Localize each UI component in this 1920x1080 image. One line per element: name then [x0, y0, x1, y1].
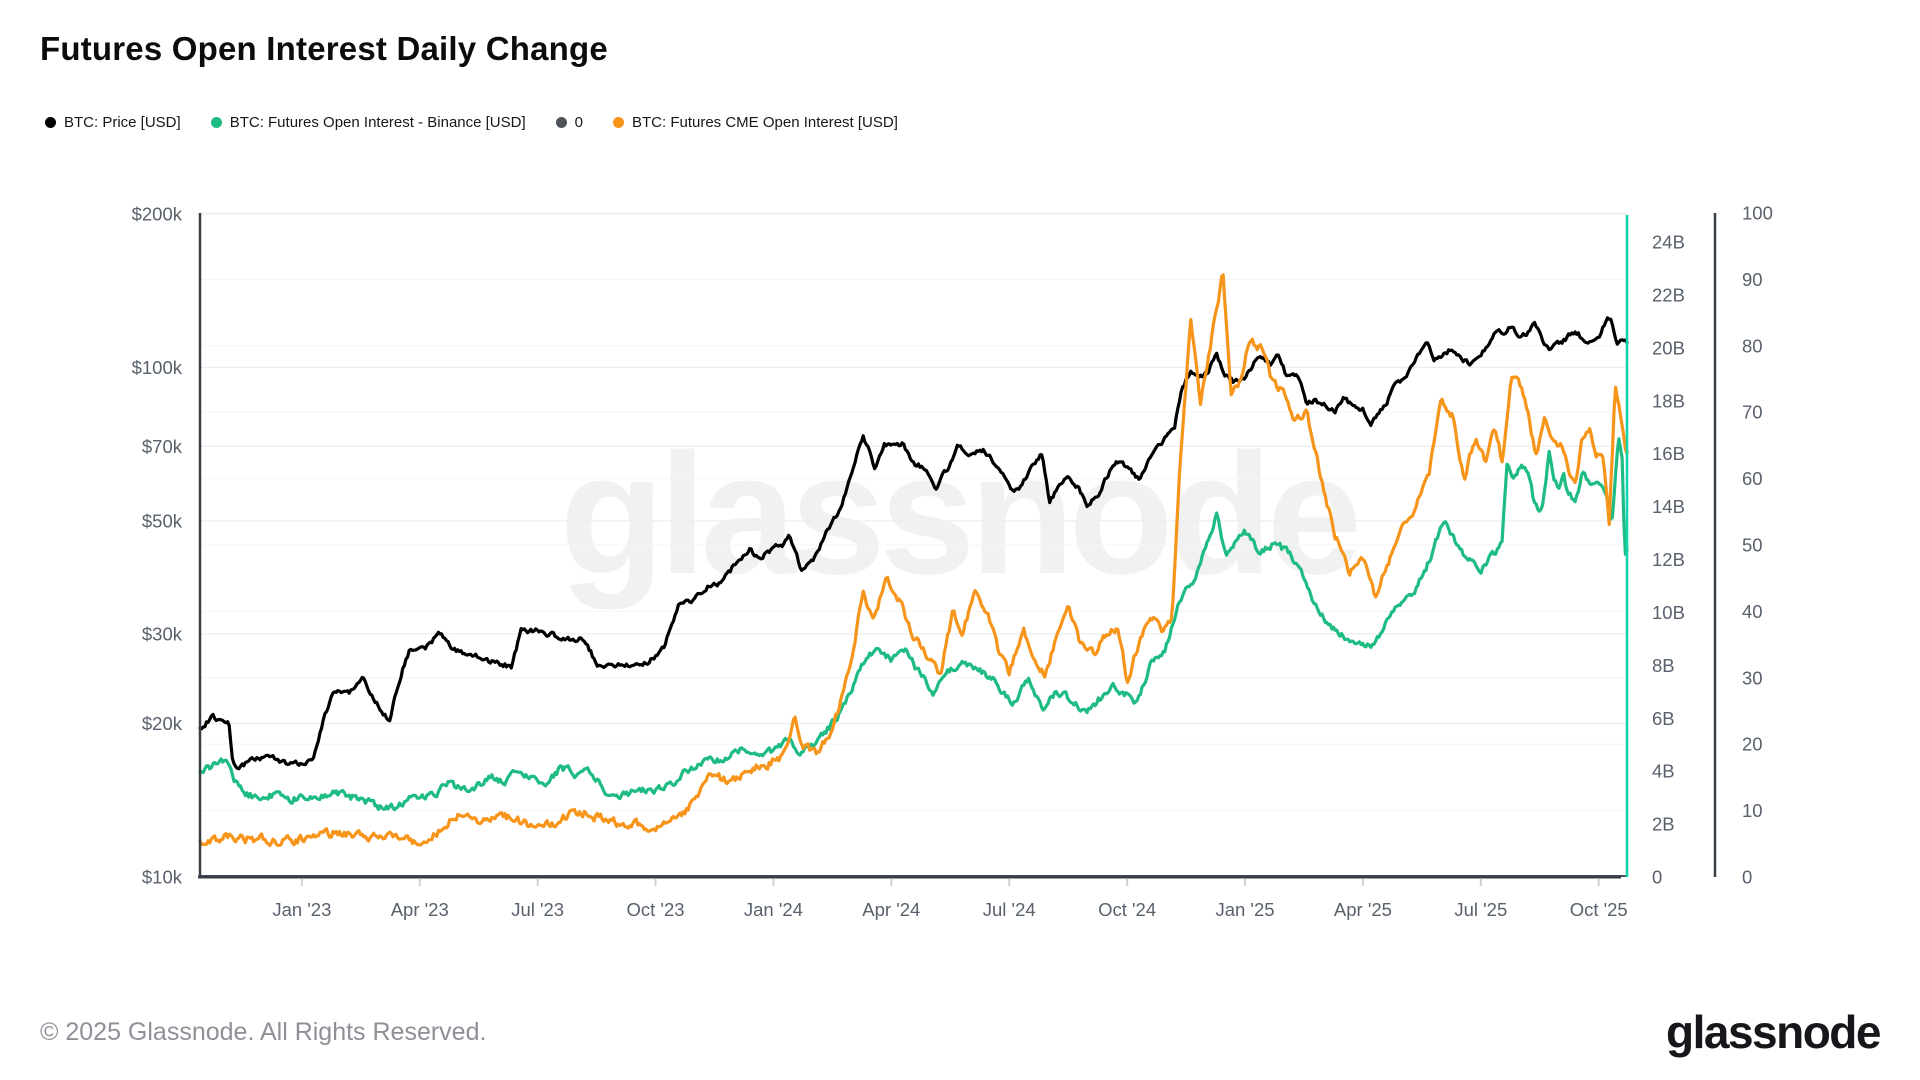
legend-dot-icon — [45, 117, 56, 128]
legend-item-label: BTC: Futures Open Interest - Binance [US… — [229, 114, 526, 131]
legend-dot-icon — [555, 117, 567, 128]
secondary-axis-tick-label: 10 — [1742, 800, 1763, 821]
oi-axis-tick-label: 18B — [1652, 390, 1685, 411]
oi-axis-tick-label: 6B — [1652, 708, 1675, 729]
x-axis-tick-label: Apr '23 — [391, 899, 449, 920]
series-line-1 — [198, 437, 1629, 812]
legend-item-1[interactable]: BTC: Futures Open Interest - Binance [US… — [210, 114, 526, 131]
secondary-axis-tick-label: 70 — [1742, 402, 1763, 423]
copyright-text: © 2025 Glassnode. All Rights Reserved. — [40, 1018, 487, 1046]
secondary-axis-tick-label: 40 — [1742, 601, 1763, 622]
oi-axis-tick-label: 2B — [1652, 814, 1675, 835]
glassnode-logo: glassnode — [1665, 1006, 1882, 1058]
secondary-axis-tick-label: 60 — [1742, 468, 1763, 489]
secondary-axis-tick-label: 0 — [1742, 867, 1752, 888]
chart-legend: BTC: Price [USD] BTC: Futures Open Intere… — [45, 114, 898, 131]
price-axis-tick-label: $10k — [142, 867, 183, 888]
series-line-0 — [198, 316, 1629, 771]
oi-axis-tick-label: 12B — [1652, 549, 1685, 570]
price-axis-tick-label: $200k — [132, 203, 183, 224]
legend-dot-icon — [612, 117, 624, 128]
x-axis-tick-label: Oct '25 — [1570, 899, 1628, 920]
x-axis-tick-label: Jan '24 — [744, 899, 803, 920]
legend-dot-icon — [210, 117, 222, 128]
x-axis-tick-label: Apr '25 — [1334, 899, 1392, 920]
oi-axis-tick-label: 22B — [1652, 284, 1685, 305]
secondary-axis-tick-label: 50 — [1742, 535, 1763, 556]
x-axis-tick-label: Jan '23 — [272, 899, 331, 920]
legend-item-2[interactable]: 0 — [555, 114, 583, 131]
x-axis-tick-label: Jul '23 — [511, 899, 564, 920]
oi-axis-tick-label: 14B — [1652, 496, 1685, 517]
x-axis-tick-label: Jan '25 — [1215, 899, 1274, 920]
x-axis-tick-label: Jul '24 — [983, 899, 1036, 920]
price-axis-tick-label: $20k — [142, 713, 183, 734]
oi-axis-tick-label: 24B — [1652, 232, 1685, 253]
page-title: Futures Open Interest Daily Change — [40, 30, 608, 67]
legend-item-0[interactable]: BTC: Price [USD] — [45, 114, 181, 131]
secondary-axis-tick-label: 30 — [1742, 667, 1763, 688]
price-axis-tick-label: $70k — [142, 436, 183, 457]
oi-axis-tick-label: 10B — [1652, 602, 1685, 623]
oi-axis-tick-label: 20B — [1652, 337, 1685, 358]
series-line-3 — [198, 273, 1629, 848]
secondary-axis-tick-label: 90 — [1742, 269, 1763, 290]
x-axis-tick-label: Apr '24 — [862, 899, 920, 920]
oi-axis-tick-label: 16B — [1652, 443, 1685, 464]
secondary-axis-tick-label: 20 — [1742, 734, 1763, 755]
oi-axis-tick-label: 4B — [1652, 761, 1675, 782]
price-axis-tick-label: $50k — [142, 510, 183, 531]
oi-axis-tick-label: 8B — [1652, 655, 1675, 676]
legend-item-label: BTC: Price [USD] — [64, 114, 181, 131]
price-axis-tick-label: $30k — [142, 623, 183, 644]
oi-axis-tick-label: 0 — [1652, 867, 1662, 888]
price-axis-tick-label: $100k — [132, 357, 183, 378]
legend-item-label: BTC: Futures CME Open Interest [USD] — [631, 114, 898, 131]
x-axis-tick-label: Jul '25 — [1454, 899, 1507, 920]
secondary-axis-tick-label: 100 — [1742, 203, 1773, 224]
legend-item-3[interactable]: BTC: Futures CME Open Interest [USD] — [612, 114, 898, 131]
x-axis-tick-label: Oct '24 — [1098, 899, 1156, 920]
x-axis-tick-label: Oct '23 — [627, 899, 685, 920]
secondary-axis-tick-label: 80 — [1742, 335, 1763, 356]
legend-item-label: 0 — [574, 114, 583, 131]
